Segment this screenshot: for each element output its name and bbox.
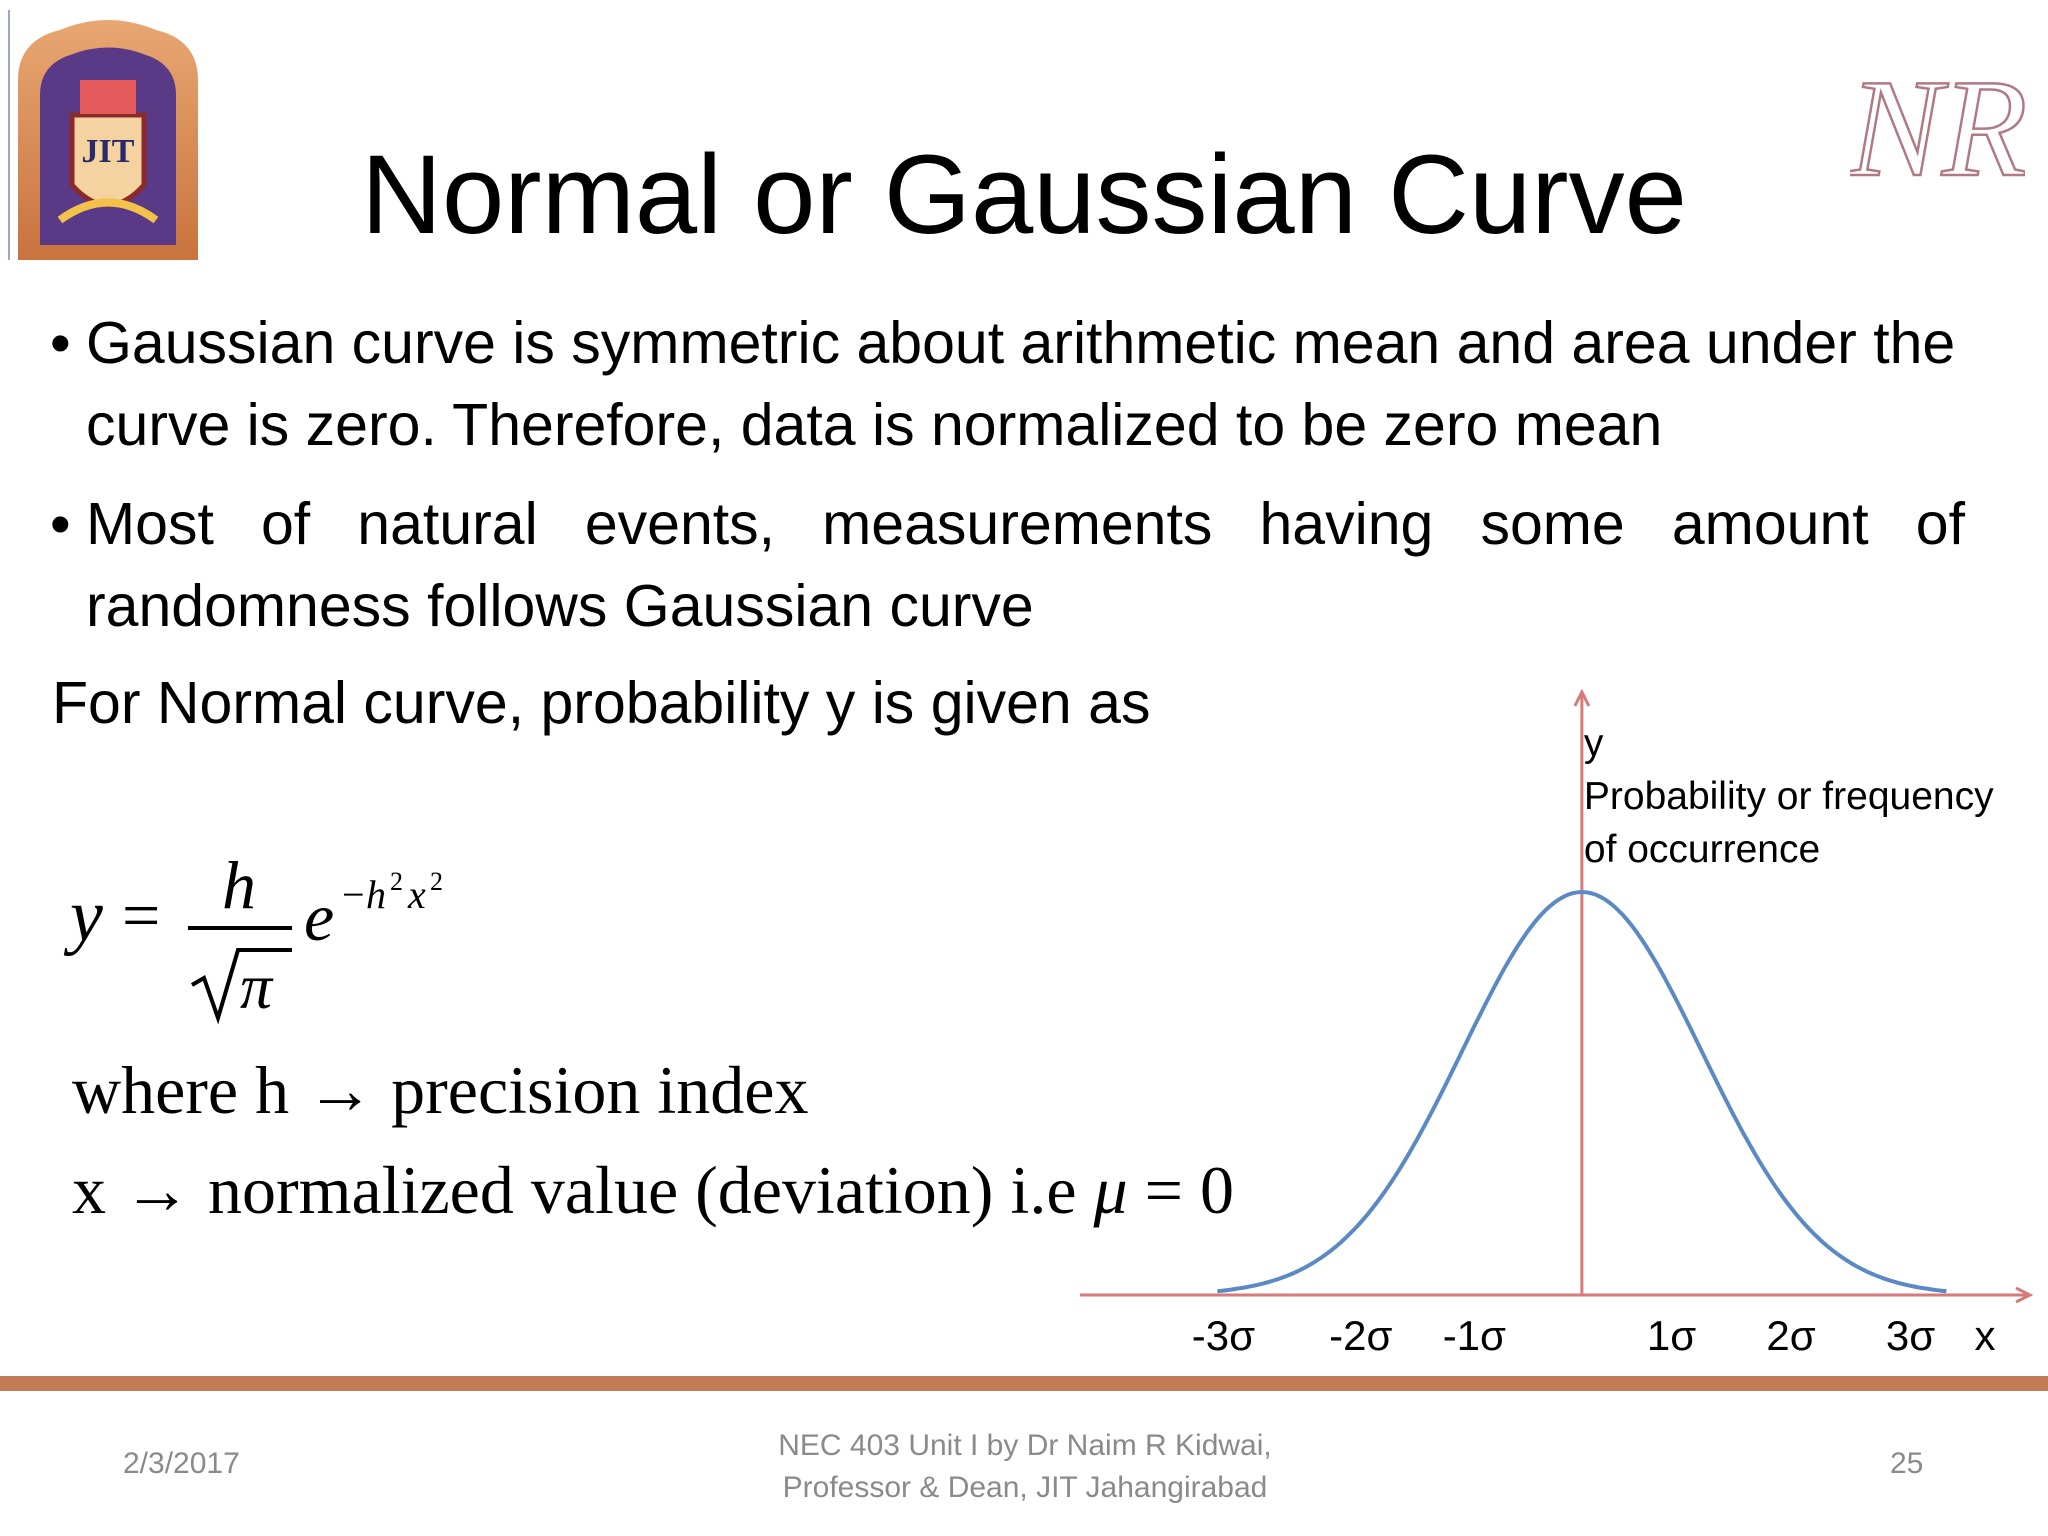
where-label: where h xyxy=(72,1052,290,1128)
bullet-glyph: • xyxy=(50,310,71,376)
where-line: where h → precision index xyxy=(72,1050,808,1130)
footer-line: Professor & Dean, JIT Jahangirabad xyxy=(782,1471,1268,1504)
formula-exp-minus: − xyxy=(342,872,365,917)
mu-symbol: μ xyxy=(1093,1152,1128,1228)
x-tick-label: 3σ xyxy=(1886,1312,1935,1359)
gaussian-chart: -3σ -2σ -1σ 1σ 2σ 3σ x y Probability or frequenc… xyxy=(1080,688,2034,1359)
monogram: NR xyxy=(1850,55,2025,207)
formula-denominator: π xyxy=(240,951,274,1022)
normal-curve-formula: y = h π e − h 2 x 2 xyxy=(63,850,443,1025)
x-zero: 0 xyxy=(1200,1152,1235,1228)
bullet-text: Most of natural events, measurements hav… xyxy=(86,491,1965,639)
college-logo: JIT xyxy=(18,20,198,260)
x-tick-label: 1σ xyxy=(1647,1312,1696,1359)
footer-date: 2/3/2017 xyxy=(123,1447,240,1480)
arrow-glyph: → xyxy=(306,1052,375,1128)
formula-equals: = xyxy=(122,877,160,953)
bullet-glyph: • xyxy=(50,491,71,557)
x-tick-label: -1σ xyxy=(1443,1312,1506,1359)
page-number: 25 xyxy=(1890,1447,1924,1480)
sqrt-sign xyxy=(190,948,292,1025)
footer-bar xyxy=(0,1376,2048,1391)
formula-lhs: y xyxy=(63,875,103,957)
bullet-text: Gaussian curve is symmetric about arithm… xyxy=(86,310,1956,458)
formula-exp-power: 2 xyxy=(390,867,403,896)
bullet-item: • Gaussian curve is symmetric about arit… xyxy=(50,302,1965,466)
lead-text: For Normal curve, probability y is given… xyxy=(52,670,1151,736)
x-label: x xyxy=(72,1152,106,1228)
formula-exp-x: x xyxy=(407,872,426,917)
footer-line: NEC 403 Unit I by Dr Naim R Kidwai, xyxy=(778,1429,1272,1462)
x-tick-label: -2σ xyxy=(1329,1312,1392,1359)
x-definition-line: x → normalized value (deviation) i.e μ =… xyxy=(72,1150,1234,1230)
x-tick-label: -3σ xyxy=(1192,1312,1255,1359)
y-axis-label: of occurrence xyxy=(1584,828,1820,871)
formula-exp-power: 2 xyxy=(430,867,443,896)
gaussian-curve xyxy=(1217,889,1947,1294)
monogram-text: NR xyxy=(1850,55,2025,206)
y-axis-arrowhead xyxy=(1573,688,1591,707)
y-axis-label: Probability or frequency xyxy=(1584,775,1994,818)
formula-exp-h: h xyxy=(366,872,386,917)
x-tick-label: 2σ xyxy=(1766,1312,1815,1359)
arrow-glyph: → xyxy=(123,1152,191,1228)
where-text: precision index xyxy=(391,1052,809,1128)
x-axis-arrowhead xyxy=(2015,1286,2034,1304)
bullet-item: • Most of natural events, measurements h… xyxy=(50,483,1965,647)
logo-text: JIT xyxy=(82,133,135,170)
formula-base: e xyxy=(304,879,334,955)
x-text: normalized value (deviation) i.e xyxy=(208,1152,1077,1228)
formula-numerator: h xyxy=(222,850,256,923)
x-axis-label: x xyxy=(1975,1312,1996,1359)
footer-center: NEC 403 Unit I by Dr Naim R Kidwai, Prof… xyxy=(660,1425,1390,1509)
left-rule xyxy=(8,10,10,260)
x-equals: = xyxy=(1144,1152,1184,1228)
y-axis-label: y xyxy=(1584,722,1604,765)
slide-title: Normal or Gaussian Curve xyxy=(361,132,1687,257)
